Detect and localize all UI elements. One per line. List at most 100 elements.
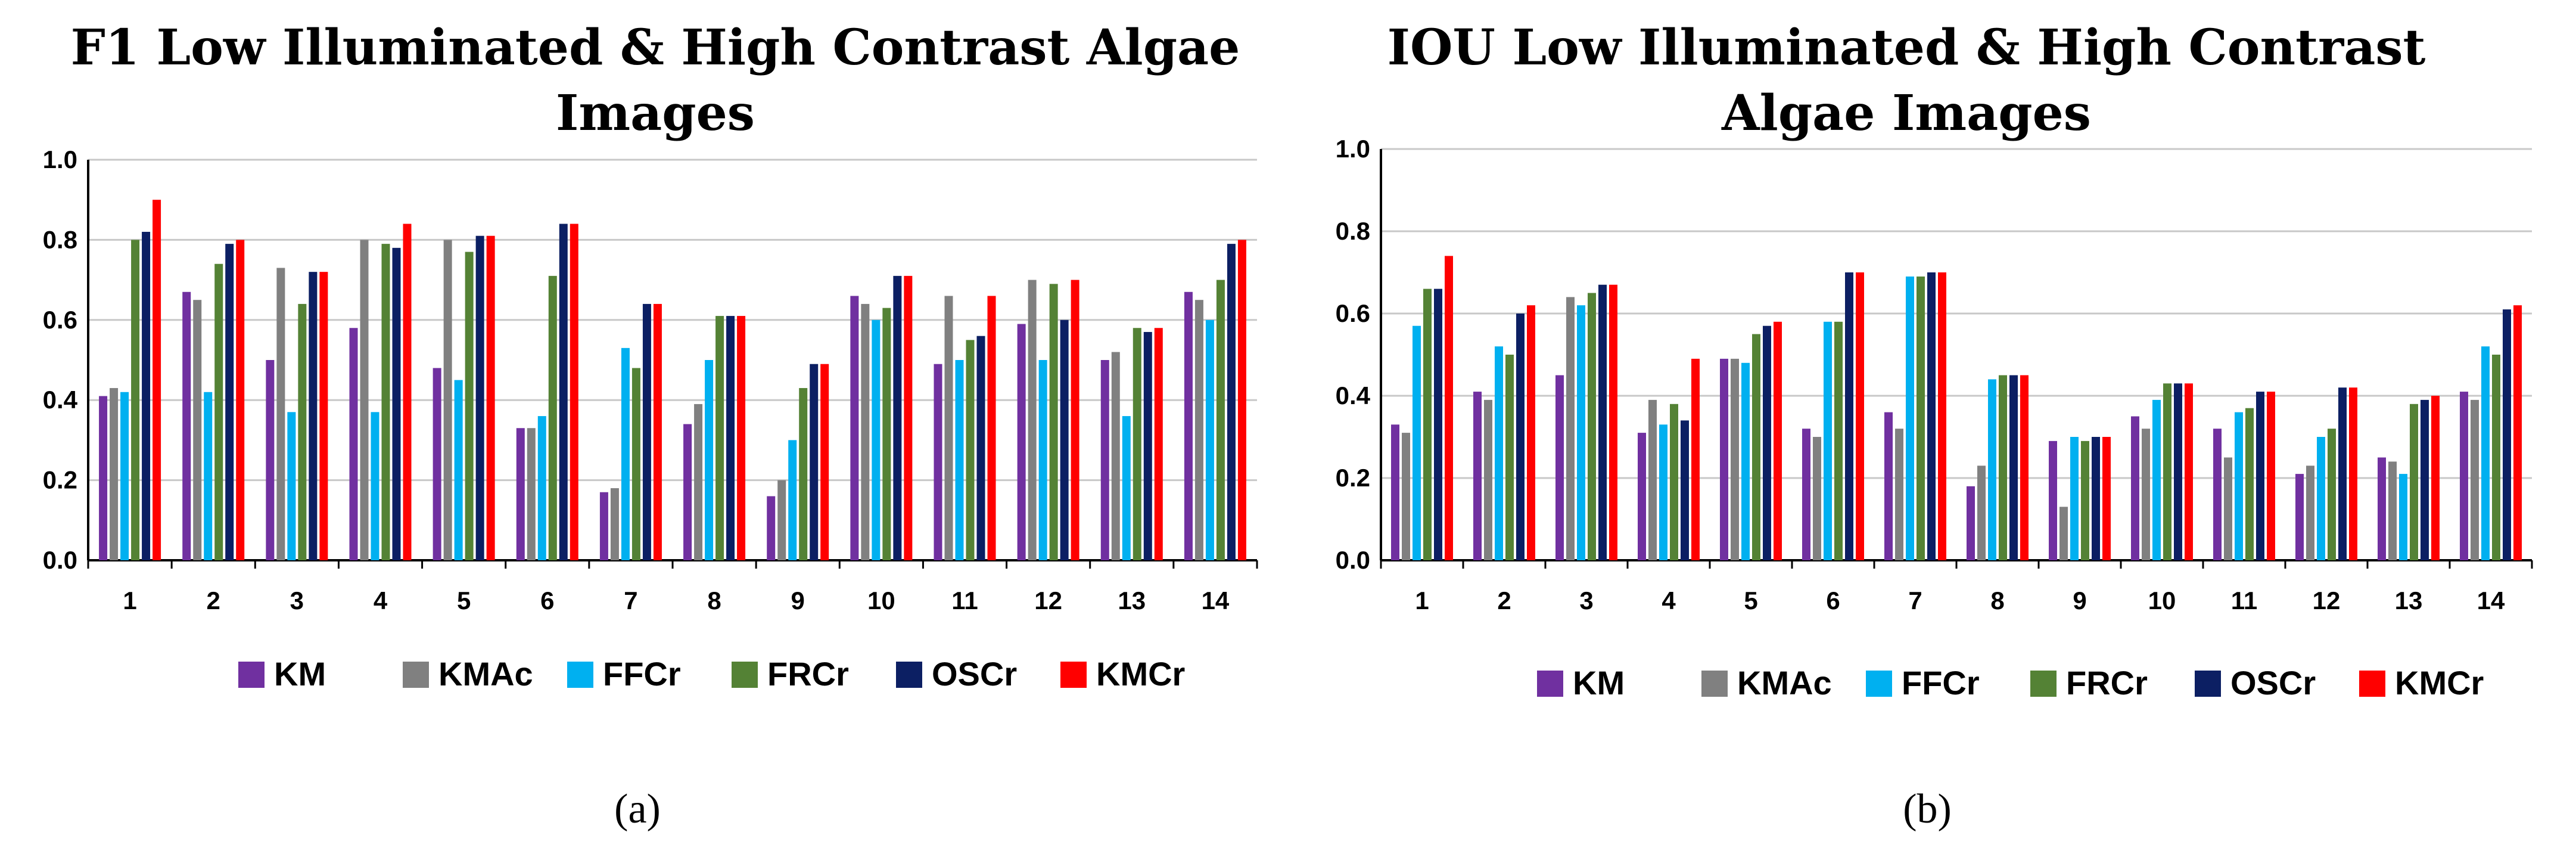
chart-b-bar-km-1	[1391, 424, 1399, 560]
chart-b-x-tick-label: 4	[1662, 587, 1676, 615]
chart-b-bar-oscr-7	[1927, 272, 1936, 560]
chart-a-bar-km-8	[683, 424, 692, 560]
chart-b-bar-kmcr-10	[2185, 383, 2193, 560]
chart-b-bar-kmcr-6	[1856, 272, 1864, 560]
chart-a-legend-label-ffcr: FFCr	[603, 655, 681, 693]
chart-a-x-tick-label: 1	[123, 587, 136, 615]
chart-b-bar-kmac-12	[2306, 466, 2314, 560]
chart-b-bar-km-7	[1884, 412, 1893, 560]
chart-b-bar-km-4	[1638, 433, 1646, 560]
chart-b-y-tick-label: 0.4	[1336, 381, 1371, 409]
chart-b-bar-kmcr-14	[2513, 305, 2522, 560]
chart-a-x-tick-label: 5	[457, 587, 471, 615]
chart-a-bar-frcr-13	[1133, 328, 1141, 560]
chart-a-bar-frcr-4	[381, 244, 390, 560]
chart-b-bar-oscr-8	[2009, 375, 2018, 560]
chart-b-bar-kmac-10	[2142, 429, 2150, 560]
chart-a-bar-kmcr-3	[319, 272, 328, 560]
chart-a-bar-kmcr-1	[153, 200, 161, 560]
chart-a-legend-swatch-oscr	[896, 662, 922, 688]
chart-a-bar-frcr-11	[966, 340, 975, 560]
chart-a-legend-swatch-frcr	[732, 662, 758, 688]
chart-a-bar-kmcr-8	[737, 316, 746, 560]
chart-b-bar-oscr-13	[2421, 399, 2429, 560]
chart-a-bar-km-10	[850, 296, 859, 560]
chart-b-legend-label-kmcr: KMCr	[2395, 664, 2484, 702]
chart-b-bar-km-6	[1802, 429, 1810, 560]
chart-b-bar-ffcr-11	[2235, 412, 2243, 560]
chart-b-legend-swatch-ffcr	[1866, 671, 1892, 697]
chart-a-y-tick-label: 0.8	[43, 225, 77, 253]
chart-a-bar-kmac-4	[360, 240, 369, 560]
chart-a-bar-kmac-5	[443, 240, 452, 560]
chart-a-bar-km-14	[1184, 291, 1193, 560]
chart-a-bar-frcr-12	[1049, 284, 1058, 560]
chart-a-bar-km-2	[182, 291, 191, 560]
chart-b-bar-oscr-9	[2092, 437, 2100, 560]
chart-b-bar-ffcr-13	[2399, 474, 2407, 560]
chart-b-bar-kmcr-7	[1938, 272, 1946, 560]
chart-b-bar-kmcr-4	[1691, 358, 1700, 560]
chart-a-legend-label-kmac: KMAc	[438, 655, 533, 693]
chart-a-bar-km-5	[433, 368, 441, 560]
chart-b-bar-frcr-11	[2245, 408, 2254, 560]
chart-b-legend-label-km: KM	[1573, 664, 1625, 702]
chart-b-x-tick-label: 5	[1744, 587, 1757, 615]
chart-b-bar-frcr-7	[1917, 276, 1925, 560]
chart-a-x-tick-label: 3	[290, 587, 304, 615]
chart-b-legend: KM KMAc FFCr FRCr OSCr KMCr	[1537, 664, 2484, 702]
chart-b-title-line-2: Algae Images	[1721, 85, 2091, 142]
chart-a-x-tick-label: 4	[374, 587, 388, 615]
chart-a-bar-kmcr-2	[236, 240, 245, 560]
chart-a-y-tick-label: 0.6	[43, 306, 77, 334]
chart-a-x-tick-label: 6	[540, 587, 554, 615]
chart-b-bar-kmac-2	[1484, 399, 1492, 560]
chart-b-bar-kmcr-13	[2431, 396, 2440, 560]
chart-a-legend-label-frcr: FRCr	[767, 655, 849, 693]
chart-a-bar-frcr-2	[214, 263, 223, 560]
chart-b-bar-oscr-10	[2174, 383, 2182, 560]
chart-b-x-tick-label: 7	[1908, 587, 1922, 615]
chart-b-y-tick-label: 0.8	[1336, 217, 1370, 245]
chart-a-y-tick-label: 0.0	[43, 546, 77, 574]
chart-b-bar-ffcr-2	[1495, 346, 1503, 560]
chart-b-bar-kmac-11	[2224, 457, 2232, 560]
chart-a-bar-oscr-3	[309, 272, 318, 560]
chart-b-bar-km-14	[2460, 392, 2468, 560]
chart-b-bar-oscr-2	[1516, 314, 1525, 560]
chart-a-bar-oscr-14	[1227, 244, 1236, 560]
chart-a-bar-km-13	[1100, 360, 1109, 560]
chart-a-bar-kmac-14	[1194, 300, 1203, 560]
chart-b-caption: (b)	[1903, 786, 1952, 832]
chart-a-bar-frcr-1	[131, 240, 140, 560]
chart-a-bar-oscr-11	[976, 336, 985, 560]
chart-b-bar-frcr-6	[1834, 321, 1843, 560]
chart-b-x-tick-label: 9	[2073, 587, 2086, 615]
chart-a-bar-km-1	[99, 396, 108, 560]
chart-b-bar-kmcr-5	[1774, 321, 1782, 560]
chart-a-bar-kmac-6	[527, 428, 536, 560]
chart-b-bar-ffcr-5	[1741, 362, 1750, 560]
chart-a-legend-swatch-km	[238, 662, 265, 688]
chart-a-bar-km-9	[767, 496, 776, 560]
chart-b-bar-kmcr-9	[2102, 437, 2111, 560]
chart-a-legend: KM KMAc FFCr FRCr OSCr KMCr	[238, 655, 1185, 693]
chart-a-bar-frcr-8	[715, 316, 724, 560]
chart-a-bar-kmac-12	[1028, 280, 1037, 560]
chart-a-y-tick-label: 0.4	[43, 386, 78, 414]
chart-b-x-tick-label: 1	[1415, 587, 1429, 615]
chart-a-bar-ffcr-9	[788, 440, 797, 560]
chart-a-x-tick-label: 7	[624, 587, 637, 615]
chart-b-bar-kmcr-11	[2267, 392, 2275, 560]
chart-a-bar-ffcr-1	[120, 392, 129, 560]
chart-a-bar-km-12	[1017, 324, 1026, 560]
chart-b-bar-kmcr-2	[1527, 305, 1535, 560]
chart-a-bar-kmcr-12	[1071, 280, 1079, 560]
chart-b-legend-swatch-frcr	[2030, 671, 2057, 697]
chart-a-bar-kmcr-10	[904, 275, 913, 560]
chart-a-bar-oscr-6	[559, 224, 568, 560]
chart-b-x-tick-label: 14	[2477, 587, 2505, 615]
chart-b-title-line-1: IOU Low Illuminated & High Contrast	[1387, 19, 2426, 76]
